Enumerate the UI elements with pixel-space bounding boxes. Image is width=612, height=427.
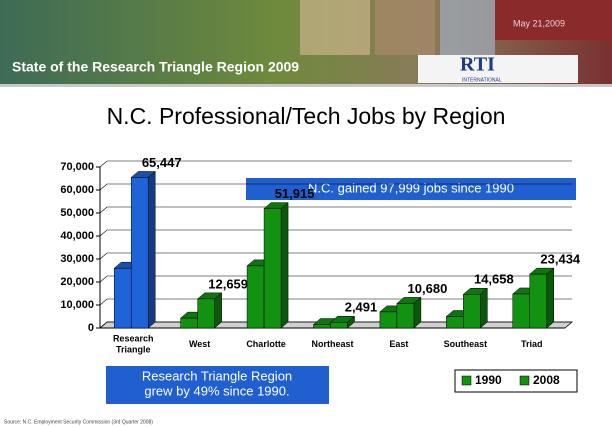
legend-swatch <box>461 375 472 386</box>
logo-sub: INTERNATIONAL <box>462 77 502 83</box>
value-label: 2,491 <box>345 300 378 315</box>
value-label: 12,659 <box>208 276 248 291</box>
bar <box>263 208 282 329</box>
bar <box>330 322 348 329</box>
y-tick-label: 0 <box>88 322 94 334</box>
bar-side <box>280 202 289 329</box>
callout-text: Research Triangle Region grew by 49% sinc… <box>142 369 292 399</box>
value-label: 14,658 <box>474 272 514 287</box>
grid-line <box>99 206 572 214</box>
legend-swatch <box>519 375 530 386</box>
y-tick-label: 30,000 <box>60 253 94 265</box>
callout <box>244 176 578 202</box>
y-tick-label: 40,000 <box>60 230 94 242</box>
legend-label: 2008 <box>533 373 560 387</box>
bar <box>529 273 548 329</box>
x-tick-label: Research Triangle <box>113 334 154 355</box>
photo <box>300 0 370 55</box>
bar <box>379 311 398 329</box>
photo <box>495 0 612 40</box>
source: Source: N.C. Employment Security Commiss… <box>4 419 153 425</box>
header-rule <box>0 84 612 87</box>
callout-text: N.C. gained 97,999 jobs since 1990 <box>308 180 514 195</box>
bar <box>313 324 331 329</box>
bar <box>197 298 215 329</box>
legend-label: 1990 <box>475 373 502 387</box>
grid-line <box>99 183 572 191</box>
bar <box>463 294 481 329</box>
grid-line <box>99 229 572 237</box>
y-tick-label: 20,000 <box>60 276 94 288</box>
value-label: 10,680 <box>408 281 448 296</box>
bar-side <box>546 267 555 329</box>
logo: RTI <box>460 54 495 76</box>
bar-side <box>480 287 488 329</box>
bar <box>512 293 531 329</box>
y-tick-label: 10,000 <box>60 299 94 311</box>
callout <box>104 364 331 406</box>
banner-text: State of the Research Triangle Region 20… <box>12 59 299 75</box>
logo-box <box>418 55 578 83</box>
y-tick-label: 50,000 <box>60 207 94 219</box>
x-tick-label: Northeast <box>311 339 353 349</box>
x-tick-label: Charlotte <box>246 339 286 349</box>
x-tick-label: West <box>189 339 210 349</box>
x-tick-label: East <box>389 339 408 349</box>
x-tick-label: Southeast <box>444 339 488 349</box>
grid-line <box>99 160 572 168</box>
legend <box>454 369 578 393</box>
x-tick-label: Triad <box>521 339 543 349</box>
y-tick-label: 60,000 <box>60 184 94 196</box>
value-label: 23,434 <box>540 252 581 267</box>
bar-side <box>147 170 156 329</box>
chart-title: N.C. Professional/Tech Jobs by Region <box>107 103 506 129</box>
grid-line <box>99 298 572 306</box>
photo <box>440 0 495 55</box>
photo <box>375 0 435 55</box>
value-label: 51,915 <box>275 186 315 201</box>
date: May 21,2009 <box>513 18 565 28</box>
bar <box>446 316 464 329</box>
grid-line <box>99 275 572 283</box>
bar <box>246 265 265 329</box>
bar <box>396 303 415 329</box>
grid-line <box>99 252 572 260</box>
value-label: 65,447 <box>142 155 182 170</box>
bar <box>113 267 132 329</box>
bar <box>130 177 149 329</box>
y-tick-label: 70,000 <box>60 161 94 173</box>
bar <box>180 317 198 329</box>
